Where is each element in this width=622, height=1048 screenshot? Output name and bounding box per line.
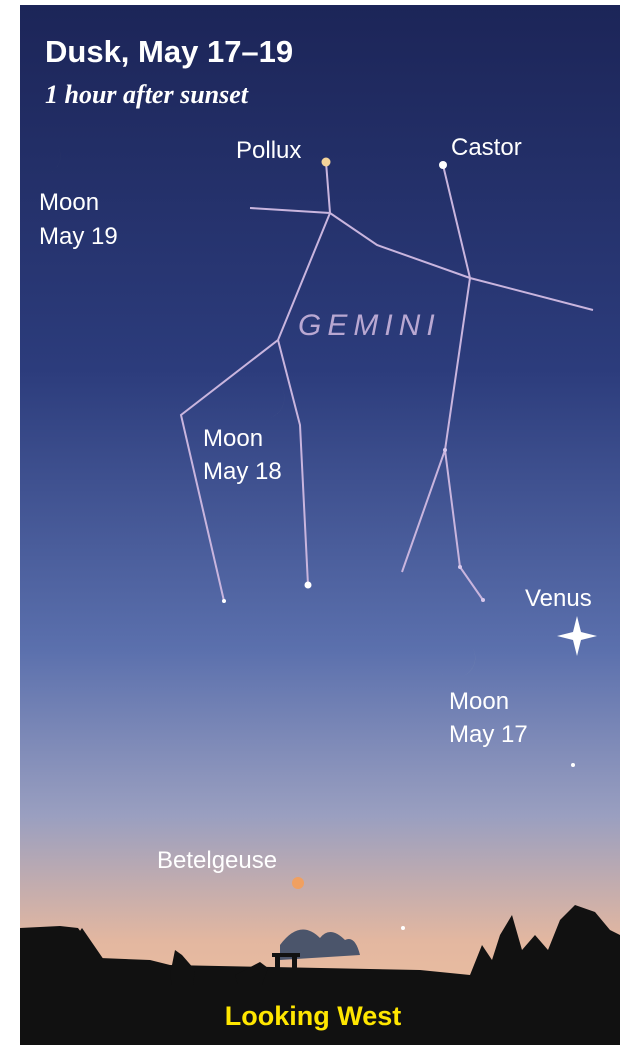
star-label: Pollux bbox=[236, 137, 301, 164]
moon-label: Moon bbox=[449, 688, 509, 715]
star-label: Betelgeuse bbox=[157, 847, 277, 874]
moon-date: May 19 bbox=[39, 223, 118, 250]
subtitle: 1 hour after sunset bbox=[45, 80, 249, 109]
moon-label: Moon bbox=[203, 425, 263, 452]
moon-label: Moon bbox=[39, 189, 99, 216]
planet-label: Venus bbox=[525, 585, 592, 612]
direction-label: Looking West bbox=[225, 1001, 402, 1031]
sky-chart: Dusk, May 17–19 1 hour after sunset Poll… bbox=[0, 0, 622, 1048]
constellation-name: GEMINI bbox=[298, 309, 441, 342]
title: Dusk, May 17–19 bbox=[45, 34, 293, 69]
moon-date: May 17 bbox=[449, 721, 528, 748]
page: Dusk, May 17–19 1 hour after sunset Poll… bbox=[0, 0, 622, 1048]
star-label: Castor bbox=[451, 134, 522, 161]
sky bbox=[20, 5, 620, 1045]
moon-date: May 18 bbox=[203, 458, 282, 485]
